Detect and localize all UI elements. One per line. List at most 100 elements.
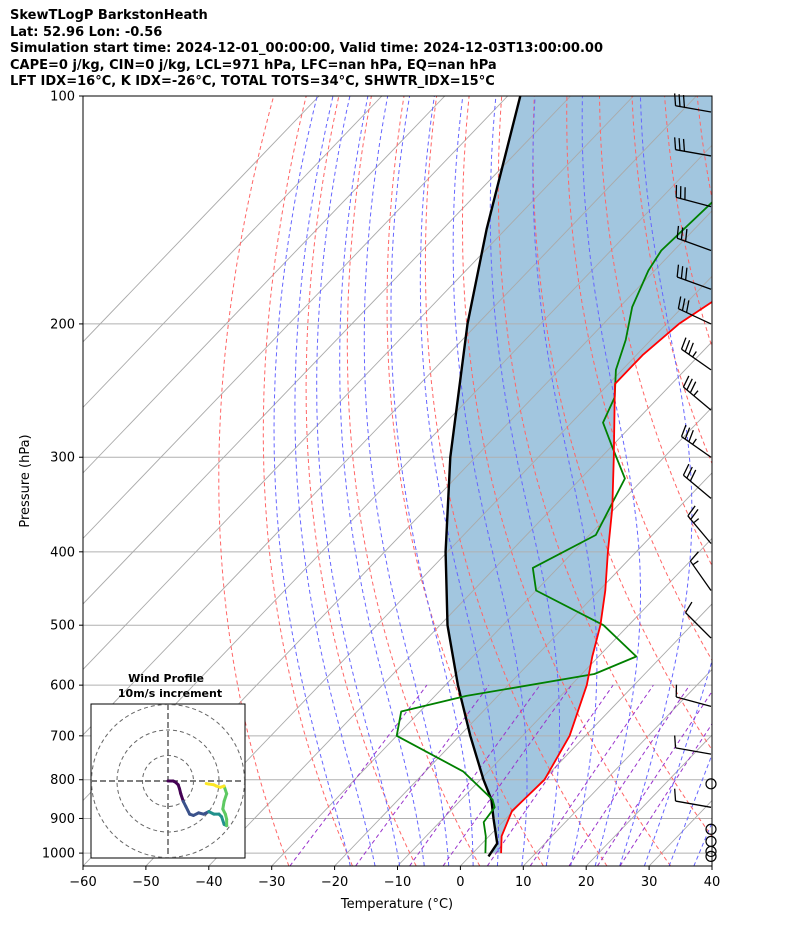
chart-title-line-3: Simulation start time: 2024-12-01_00:00:… bbox=[10, 41, 603, 56]
moist-adiabat-line bbox=[419, 96, 499, 866]
x-axis: −60 −50 −40 −30 −20 −10 0 10 20 30 40 bbox=[69, 866, 720, 890]
dry-adiabat-line bbox=[218, 96, 290, 866]
wind-barb bbox=[680, 337, 712, 371]
dry-adiabat-line bbox=[631, 96, 712, 465]
cape-fill bbox=[445, 96, 712, 854]
isotherm-line bbox=[83, 96, 571, 605]
temperature-line bbox=[500, 300, 712, 854]
isotherm-line bbox=[522, 668, 712, 866]
moist-adiabat-line bbox=[619, 96, 693, 866]
chart-title-line-5: LFT IDX=16°C, K IDX=-26°C, TOTAL TOTS=34… bbox=[10, 74, 495, 89]
mixing-ratio-line bbox=[289, 684, 428, 866]
inset-ring bbox=[142, 755, 194, 807]
profile-series bbox=[395, 96, 712, 858]
parcel-line bbox=[444, 96, 522, 858]
x-tick-label: −20 bbox=[321, 875, 348, 890]
moist-adiabat-line bbox=[294, 96, 376, 866]
x-tick-label: −10 bbox=[384, 875, 411, 890]
mixing-ratio-line bbox=[442, 684, 572, 866]
isotherm-line bbox=[83, 96, 697, 736]
wind-barb bbox=[687, 505, 712, 544]
wind-barb bbox=[674, 735, 712, 755]
mixing-ratio-line bbox=[529, 684, 654, 866]
moist-adiabat-line bbox=[668, 753, 712, 866]
mixing-ratio-line bbox=[486, 684, 614, 866]
wind-barb bbox=[705, 823, 717, 835]
x-tick-label: −50 bbox=[132, 875, 159, 890]
dry-adiabat-line bbox=[386, 96, 544, 866]
hodograph-segment bbox=[204, 782, 211, 786]
y-axis-label: Pressure (hPa) bbox=[18, 434, 33, 527]
isotherm-line bbox=[83, 96, 320, 343]
wind-barb bbox=[676, 264, 712, 290]
wind-barb bbox=[675, 684, 712, 707]
wind-barb bbox=[677, 296, 712, 325]
y-tick-label: 700 bbox=[50, 729, 75, 744]
isotherm-line bbox=[397, 537, 712, 866]
inset-ring bbox=[116, 729, 220, 833]
isotherm-line bbox=[83, 96, 634, 671]
wind-barb bbox=[682, 463, 712, 499]
moist-adiabat-line bbox=[719, 96, 794, 866]
wind-barb bbox=[676, 225, 712, 252]
isotherm-line bbox=[208, 341, 712, 866]
mixing-ratio-line bbox=[355, 684, 490, 866]
dry-adiabat-line bbox=[462, 96, 672, 866]
x-tick-label: −40 bbox=[195, 875, 222, 890]
moist-adiabat-line bbox=[316, 96, 401, 866]
wind-barb bbox=[682, 375, 712, 411]
x-tick-label: 10 bbox=[515, 875, 532, 890]
chart-title-block: SkewTLogP BarkstonHeath Lat: 52.96 Lon: … bbox=[10, 8, 790, 91]
wind-barb bbox=[684, 601, 712, 639]
wind-profile-inset: Wind Profile 10m/s increment bbox=[90, 672, 246, 859]
isotherm-line bbox=[585, 734, 712, 866]
y-tick-label: 600 bbox=[50, 679, 75, 694]
x-tick-label: 30 bbox=[641, 875, 658, 890]
y-tick-label: 200 bbox=[50, 317, 75, 332]
mixing-ratio-line bbox=[568, 684, 691, 866]
mixing-ratio-line bbox=[409, 684, 541, 866]
cape-area bbox=[445, 96, 712, 854]
moist-adiabat-line bbox=[532, 96, 598, 866]
dry-adiabat-line bbox=[730, 96, 794, 866]
chart-title-line-2: Lat: 52.96 Lon: -0.56 bbox=[10, 24, 163, 40]
chart-title-line-4: CAPE=0 j/kg, CIN=0 j/kg, LCL=971 hPa, LF… bbox=[10, 57, 497, 73]
mixing-ratio-lines bbox=[289, 684, 712, 866]
dry-adiabat-line bbox=[532, 96, 712, 751]
x-tick-label: 20 bbox=[578, 875, 595, 890]
dry-adiabat-lines bbox=[218, 96, 794, 866]
moist-adiabat-line bbox=[452, 96, 528, 866]
y-tick-label: 900 bbox=[50, 812, 75, 827]
wind-barb bbox=[689, 551, 712, 591]
inset-ring bbox=[91, 704, 245, 858]
y-tick-label: 100 bbox=[50, 90, 75, 105]
isotherm-line bbox=[334, 472, 712, 866]
moist-adiabat-line bbox=[643, 659, 712, 866]
x-tick-label: −30 bbox=[258, 875, 285, 890]
inset-title-line-2: 10m/s increment bbox=[118, 687, 222, 700]
isotherm-lines bbox=[83, 96, 712, 866]
dewpoint-line bbox=[395, 201, 712, 854]
wind-barbs bbox=[674, 93, 717, 862]
y-tick-label: 400 bbox=[50, 545, 75, 560]
isotherm-line bbox=[83, 96, 509, 540]
y-axis: 100 200 300 400 500 600 700 800 900 1000 bbox=[42, 90, 83, 862]
wind-barb bbox=[680, 424, 712, 458]
isotherm-line bbox=[83, 96, 383, 409]
isotherm-line bbox=[145, 275, 712, 866]
moist-adiabat-line bbox=[273, 96, 351, 866]
x-tick-label: 0 bbox=[456, 875, 464, 890]
y-tick-label: 500 bbox=[50, 619, 75, 634]
dry-adiabat-line bbox=[762, 96, 794, 866]
inset-title-line-1: Wind Profile bbox=[128, 672, 204, 685]
wind-barb bbox=[705, 845, 717, 858]
x-axis-label: Temperature (°C) bbox=[340, 897, 453, 912]
y-tick-label: 1000 bbox=[42, 847, 75, 862]
inset-hodograph bbox=[166, 779, 229, 828]
wind-barb bbox=[705, 778, 717, 790]
dry-adiabat-line bbox=[424, 96, 608, 866]
wind-barb bbox=[674, 137, 712, 157]
moist-adiabat-lines bbox=[273, 96, 794, 866]
dry-adiabat-line bbox=[599, 96, 712, 567]
